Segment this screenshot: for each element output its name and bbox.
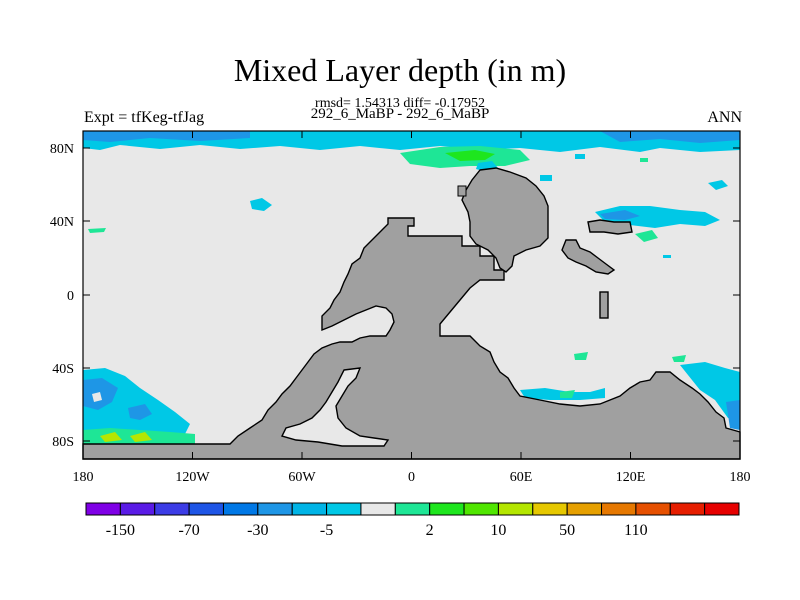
colorbar-box	[119, 502, 156, 516]
cyan-spot	[540, 175, 552, 181]
colorbar	[85, 502, 740, 516]
pacific-green-patch	[88, 228, 106, 233]
colorbar-box	[154, 502, 190, 516]
colorbar-box	[326, 502, 362, 516]
colorbar-label: 50	[559, 522, 575, 539]
colorbar-box	[635, 502, 671, 516]
africa-eurasia-landmass	[461, 167, 549, 273]
south-pacific-blue-2	[128, 404, 152, 420]
east-asia-landmass	[587, 219, 633, 235]
colorbar-label: 10	[490, 522, 506, 539]
colorbar-labels: -150 -70 -30 -5 2 10 50 110	[106, 522, 648, 539]
colorbar-label: 2	[426, 522, 434, 539]
colorbar-box	[601, 502, 637, 516]
colorbar-box	[669, 502, 706, 516]
map-subtitle: 292_6_MaBP - 292_6_MaBP	[310, 106, 490, 122]
lon-tick-label: 120W	[175, 470, 210, 485]
lon-tick-label: 120E	[616, 470, 646, 485]
east-asia-green-patch	[635, 230, 658, 242]
island-landmass	[599, 291, 609, 319]
lon-tick-label: 180	[730, 470, 751, 485]
indian-ocean-green	[560, 390, 575, 398]
colorbar-box	[532, 502, 568, 516]
south-east-green	[574, 352, 686, 362]
colorbar-box	[257, 502, 293, 516]
arctic-blue-patch	[83, 131, 250, 142]
anomaly-fields	[83, 131, 740, 444]
lon-tick-label: 0	[408, 470, 415, 485]
lon-tick-label: 60W	[288, 470, 316, 485]
colorbar-box	[704, 502, 740, 516]
colorbar-label: 110	[624, 522, 647, 539]
tick-marks	[82, 131, 741, 459]
colorbar-box	[566, 502, 603, 516]
colorbar-label: -5	[320, 522, 333, 539]
lat-tick-label: 40S	[52, 362, 74, 377]
pacific-cyan-patch	[250, 198, 272, 211]
inland-sea	[280, 367, 390, 447]
cyan-spot	[663, 255, 671, 258]
map-title: Mixed Layer depth (in m)	[233, 52, 567, 88]
green-spot	[640, 158, 648, 162]
stats-line: rmsd= 1.54313 diff= -0.17952	[315, 96, 485, 111]
lat-tick-label: 0	[67, 289, 74, 304]
south-east-blue	[726, 400, 740, 430]
east-asia-blue-patch	[600, 210, 640, 220]
colorbar-label: -30	[247, 522, 268, 539]
colorbar-label: -70	[178, 522, 199, 539]
lon-tick-label: 180	[73, 470, 94, 485]
colorbar-box	[222, 502, 259, 516]
island-landmass	[457, 185, 467, 197]
experiment-label: Expt = tfKeg-tfJag	[84, 109, 205, 126]
colorbar-box	[188, 502, 224, 516]
colorbar-box	[463, 502, 499, 516]
india-landmass	[561, 239, 616, 275]
colorbar-box	[291, 502, 328, 516]
south-east-cyan	[680, 362, 740, 420]
season-label: ANN	[707, 109, 742, 126]
colorbar-box	[360, 502, 396, 516]
east-asia-cyan-patch-2	[708, 180, 728, 190]
lat-tick-label: 80N	[50, 142, 74, 157]
cyan-spot	[575, 154, 585, 159]
colorbar-box	[394, 502, 431, 516]
colorbar-box	[85, 502, 121, 516]
nordic-bright-green	[445, 150, 495, 161]
colorbar-label: -150	[106, 522, 135, 539]
colorbar-box	[497, 502, 534, 516]
lat-tick-label: 80S	[52, 435, 74, 450]
lon-tick-label: 60E	[510, 470, 533, 485]
arctic-blue-patch	[600, 131, 740, 143]
colorbar-box	[429, 502, 465, 516]
lat-tick-label: 40N	[50, 215, 74, 230]
south-pacific-yellow	[100, 432, 152, 442]
south-pacific-light	[92, 392, 102, 402]
